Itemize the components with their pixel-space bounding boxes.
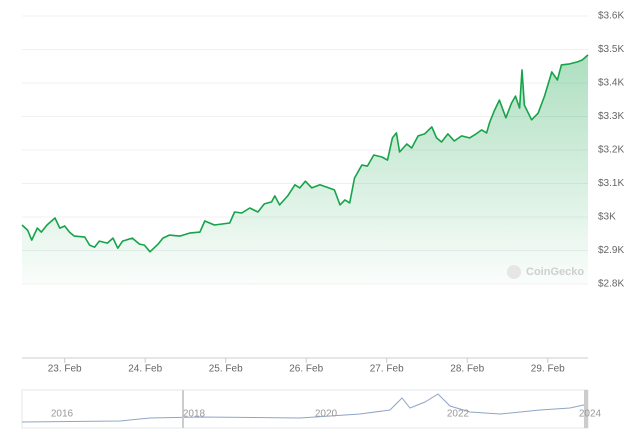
navigator-line bbox=[21, 393, 589, 423]
y-tick-label: $2.8K bbox=[598, 279, 624, 290]
y-tick-label: $3.2K bbox=[598, 145, 624, 156]
watermark: CoinGecko bbox=[507, 265, 584, 279]
plot: $2.8K $2.9K $3K $3.1K $3.2K $3.3K $3.4K $3.5K $3… bbox=[21, 11, 624, 375]
x-tick-label: 24. Feb bbox=[128, 364, 162, 375]
navigator-label: 2022 bbox=[447, 409, 470, 420]
watermark-logo bbox=[507, 265, 521, 279]
x-tick-label: 26. Feb bbox=[289, 364, 323, 375]
y-tick-label: $3.6K bbox=[598, 11, 624, 22]
y-tick-label: $3.5K bbox=[598, 44, 624, 55]
navigator-handle[interactable] bbox=[584, 390, 588, 428]
navigator-label: 2024 bbox=[579, 409, 602, 420]
y-tick-label: $3K bbox=[598, 212, 616, 223]
y-tick-label: $3.4K bbox=[598, 78, 624, 89]
y-tick-label: $3.1K bbox=[598, 178, 624, 189]
navigator-label: 2016 bbox=[51, 409, 74, 420]
x-tick-label: 28. Feb bbox=[450, 364, 484, 375]
price-area bbox=[22, 54, 588, 285]
x-tick-label: 25. Feb bbox=[209, 364, 243, 375]
watermark-text: CoinGecko bbox=[526, 266, 584, 278]
y-tick-label: $2.9K bbox=[598, 245, 624, 256]
x-tick-label: 27. Feb bbox=[370, 364, 404, 375]
navigator-label: 2020 bbox=[315, 409, 338, 420]
navigator-handle[interactable] bbox=[182, 390, 184, 428]
x-tick-label: 23. Feb bbox=[48, 364, 82, 375]
navigator-frame bbox=[21, 389, 589, 429]
x-tick-label: 29. Feb bbox=[531, 364, 565, 375]
price-line bbox=[21, 54, 589, 253]
navigator-label: 2018 bbox=[183, 409, 206, 420]
y-tick-label: $3.3K bbox=[598, 111, 624, 122]
